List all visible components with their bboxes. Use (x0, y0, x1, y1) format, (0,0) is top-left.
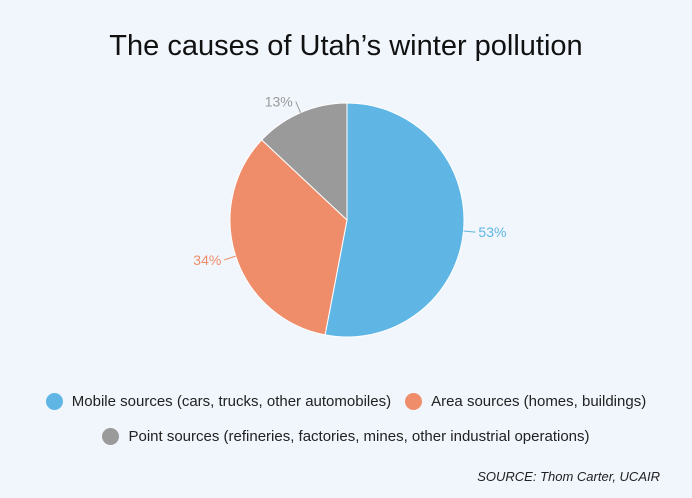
source-note: SOURCE: Thom Carter, UCAIR (477, 469, 660, 484)
pie-slices (229, 102, 465, 338)
legend-item-point: Point sources (refineries, factories, mi… (102, 428, 590, 445)
legend-marker-area (405, 393, 423, 410)
legend-label-mobile: Mobile sources (cars, trucks, other auto… (71, 393, 392, 410)
pie-labels: 53% 34% 13% (193, 94, 506, 268)
legend-item-area: Area sources (homes, buildings) (405, 393, 646, 410)
data-label-mobile: 53% (478, 224, 506, 240)
leader-line-area (224, 255, 236, 261)
data-label-area: 34% (193, 252, 221, 268)
data-label-point: 13% (265, 94, 293, 110)
legend-marker-point (102, 428, 120, 445)
legend-marker-mobile (45, 393, 63, 410)
legend-label-point: Point sources (refineries, factories, mi… (128, 428, 590, 445)
legend-row-1: Mobile sources (cars, trucks, other auto… (0, 393, 692, 410)
pie-slice-point (261, 102, 348, 222)
chart-title: The causes of Utah’s winter pollution (109, 30, 583, 62)
legend-item-mobile: Mobile sources (cars, trucks, other auto… (45, 393, 392, 410)
leader-line-point (295, 101, 301, 113)
legend-label-area: Area sources (homes, buildings) (431, 393, 647, 410)
legend-row-2: Point sources (refineries, factories, mi… (0, 428, 692, 445)
leader-line-mobile (463, 230, 476, 233)
pie-slice-mobile (324, 102, 465, 338)
